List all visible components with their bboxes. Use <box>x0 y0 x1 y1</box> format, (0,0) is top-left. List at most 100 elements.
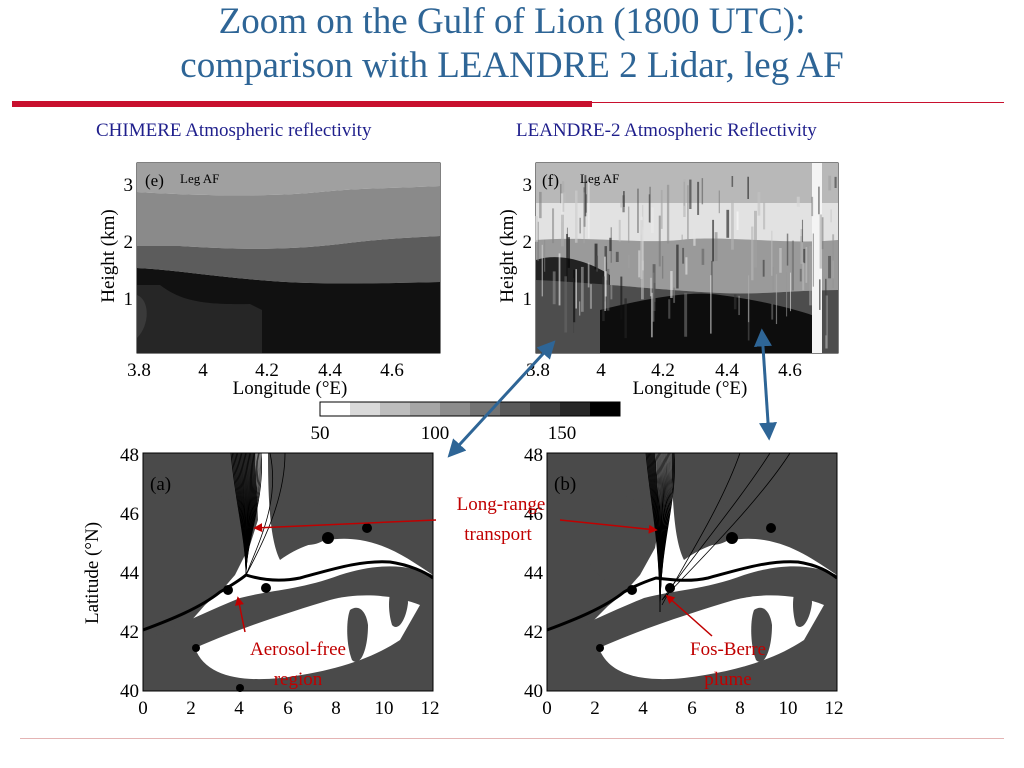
colorbar-cell <box>380 402 411 416</box>
city-marker <box>192 644 200 652</box>
panel-f-xtick: 4 <box>596 360 606 381</box>
panel-b-ytick: 48 <box>524 445 543 466</box>
title-underline-thick <box>12 101 592 107</box>
panel-a-xtick: 4 <box>234 698 244 719</box>
panel-a-ytick: 48 <box>120 445 139 466</box>
panel-a-trajectories <box>230 453 286 576</box>
panel-e-xtick: 4 <box>198 360 208 381</box>
panel-f-xtick: 4.4 <box>715 360 739 381</box>
note-fos-line2: plume <box>704 669 752 690</box>
annotation-arrow <box>253 519 437 533</box>
panel-b-landmass <box>547 453 837 691</box>
city-marker <box>362 523 372 533</box>
colorbar-tick: 100 <box>421 423 450 444</box>
panel-a-xtick: 12 <box>421 698 440 719</box>
panel-b-xtick: 12 <box>825 698 844 719</box>
panel-e-chimere-section: (e) Leg AF 1 2 3 Height (km) 3.8 4 4.2 4… <box>98 162 441 399</box>
colorbar-cell <box>410 402 441 416</box>
panel-e-leg: Leg AF <box>180 171 219 186</box>
colorbar-cell <box>440 402 471 416</box>
panel-e-xtick: 3.8 <box>127 360 151 381</box>
annotation-arrow <box>665 594 713 637</box>
colorbar-cell <box>530 402 561 416</box>
panel-f-xtick: 4.6 <box>778 360 802 381</box>
panel-e-ytick: 2 <box>124 232 134 253</box>
panel-a-ytick: 44 <box>120 563 140 584</box>
panel-a-xtick: 10 <box>375 698 394 719</box>
note-long-range-line2: transport <box>464 524 532 545</box>
slide-title-line1: Zoom on the Gulf of Lion (1800 UTC): <box>218 1 806 42</box>
city-marker <box>726 532 738 544</box>
colorbar-tick: 150 <box>548 423 577 444</box>
city-marker <box>766 523 776 533</box>
panel-b-label: (b) <box>554 474 576 495</box>
panel-b-xtick: 6 <box>687 698 697 719</box>
panel-a-ytick: 46 <box>120 504 139 525</box>
caption-leandre: LEANDRE-2 Atmospheric Reflectivity <box>516 120 817 141</box>
panel-e-xlabel: Longitude (°E) <box>233 378 348 399</box>
panel-f-ytick: 1 <box>523 289 533 310</box>
panel-a-xtick: 2 <box>186 698 196 719</box>
connector-arrow-left <box>447 340 556 458</box>
note-aerosol-line2: region <box>274 669 323 690</box>
panel-b-ytick: 42 <box>524 622 543 643</box>
panel-f-leandre-section: (f) Leg AF 1 2 3 Height (km) 3.8 4 4.2 4… <box>497 162 839 399</box>
footer-divider <box>20 738 1004 739</box>
panel-e-label: (e) <box>145 171 164 190</box>
panel-e-xtick: 4.6 <box>380 360 404 381</box>
panel-a-ytick: 42 <box>120 622 139 643</box>
city-marker <box>322 532 334 544</box>
annotation-arrow <box>559 519 658 534</box>
panel-e-ytick: 3 <box>124 175 134 196</box>
panel-a-xtick: 6 <box>283 698 293 719</box>
colorbar-cell <box>560 402 591 416</box>
panel-b-ytick: 44 <box>524 563 544 584</box>
colorbar-cell <box>500 402 531 416</box>
panel-f-xlabel: Longitude (°E) <box>633 378 748 399</box>
panel-b-xtick: 2 <box>590 698 600 719</box>
panel-b-map-section: (b) 40 42 44 46 48 0 2 4 6 8 10 12 <box>524 445 844 719</box>
city-marker <box>596 644 604 652</box>
panel-f-streaks <box>535 175 837 349</box>
panel-a-map-section: (a) 40 42 44 46 48 Latitude (°N) 0 2 4 6… <box>82 445 440 719</box>
annotation-arrow <box>235 596 246 633</box>
city-marker <box>223 585 233 595</box>
panel-a-label: (a) <box>150 474 171 495</box>
panel-a-ytick: 40 <box>120 681 139 702</box>
caption-chimere: CHIMERE Atmospheric reflectivity <box>96 120 372 141</box>
colorbar-cell <box>350 402 381 416</box>
panel-e-ylabel: Height (km) <box>98 209 119 302</box>
panel-e-xtick: 4.4 <box>318 360 342 381</box>
connector-arrow-right <box>753 328 778 441</box>
panel-f-leg: Leg AF <box>580 171 619 186</box>
colorbar-tick: 50 <box>311 423 330 444</box>
red-annotation-arrows <box>235 519 713 637</box>
slide-title: Zoom on the Gulf of Lion (1800 UTC): com… <box>0 0 1024 88</box>
colorbar-cell <box>590 402 621 416</box>
panel-b-ytick: 46 <box>524 504 543 525</box>
blue-connector-arrows <box>447 328 778 458</box>
note-aerosol-line1: Aerosol-free <box>250 639 346 660</box>
panel-b-xtick: 0 <box>542 698 552 719</box>
panel-a-xtick: 0 <box>138 698 148 719</box>
city-marker <box>261 583 271 593</box>
panel-b-xtick: 4 <box>638 698 648 719</box>
panel-f-ylabel: Height (km) <box>497 209 518 302</box>
panel-b-xtick: 10 <box>779 698 798 719</box>
colorbar-cell <box>320 402 351 416</box>
title-underline-thin <box>592 102 1004 103</box>
panel-f-label: (f) <box>542 171 559 190</box>
city-marker <box>236 684 244 692</box>
slide-title-line2: comparison with LEANDRE 2 Lidar, leg AF <box>180 45 844 86</box>
note-fos-line1: Fos-Berre <box>690 639 766 660</box>
city-marker <box>627 585 637 595</box>
panel-e-xtick: 4.2 <box>255 360 279 381</box>
panel-e-ytick: 1 <box>124 289 134 310</box>
panel-a-ylabel: Latitude (°N) <box>82 522 103 624</box>
panel-b-ytick: 40 <box>524 681 543 702</box>
panel-a-landmass <box>143 453 433 691</box>
panel-b-xtick: 8 <box>735 698 745 719</box>
note-long-range-line1: Long-range <box>457 494 546 515</box>
city-marker <box>665 583 675 593</box>
